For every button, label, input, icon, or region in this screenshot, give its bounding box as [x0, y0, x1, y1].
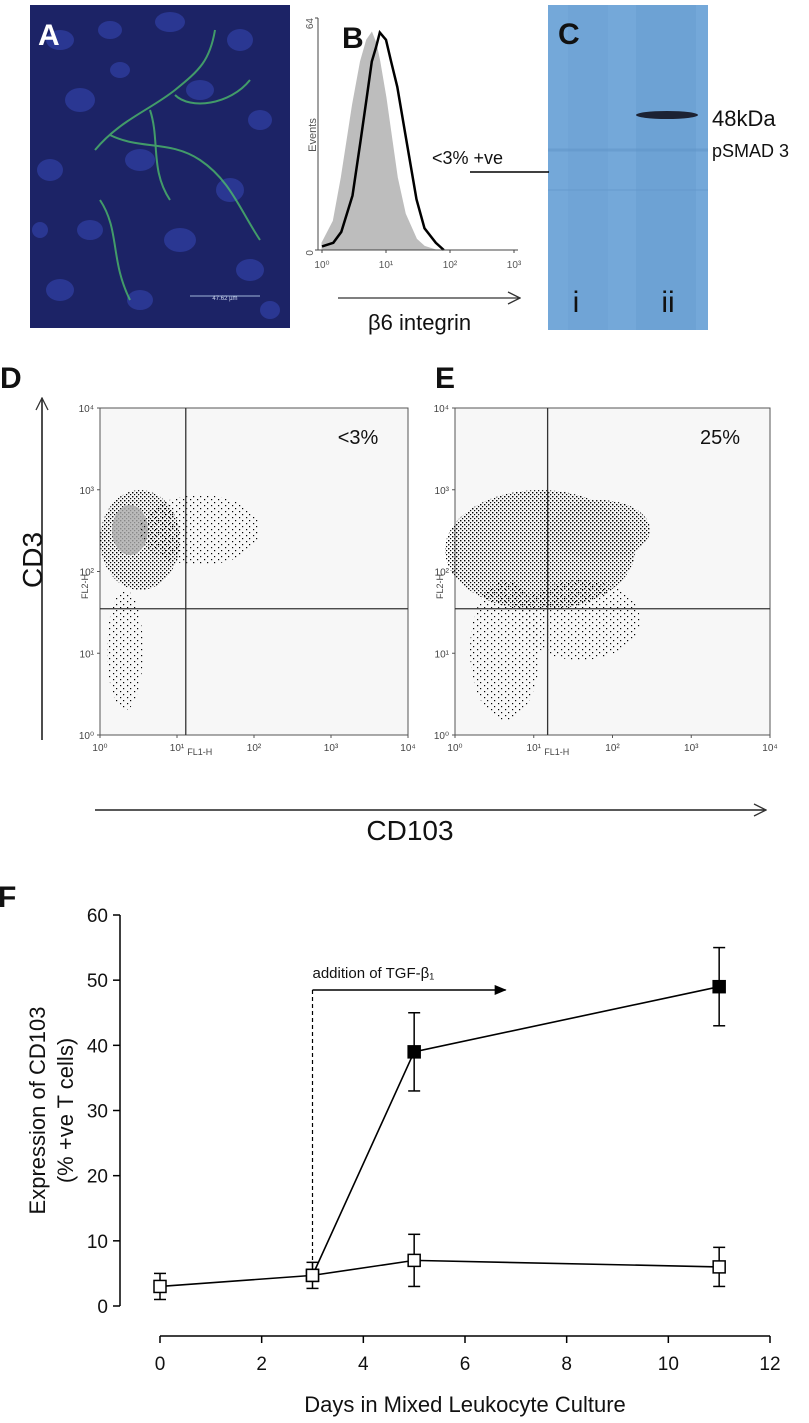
y-tick-label: 10²	[435, 568, 450, 579]
x-tick-label: 10³	[507, 260, 522, 271]
x-tick-label: 10¹	[527, 743, 542, 754]
y-axis-title: (% +ve T cells)	[53, 1038, 78, 1183]
x-axis-title: FL1-H	[187, 747, 212, 757]
panel-label: E	[435, 362, 455, 395]
y-tick-label: 10⁴	[434, 404, 449, 415]
panel-label: C	[558, 18, 580, 51]
y-axis-title: FL2-H	[435, 574, 445, 599]
x-tick-label: 4	[358, 1354, 369, 1375]
annotation: <3% +ve	[432, 148, 503, 168]
annotation: addition of TGF-β₁	[313, 965, 435, 982]
x-axis-title: Days in Mixed Leukocyte Culture	[304, 1392, 626, 1417]
lane-label: i	[573, 286, 580, 319]
x-axis-title: CD103	[366, 815, 453, 846]
histogram-area	[321, 31, 444, 251]
quadrant-percent: 25%	[700, 427, 740, 449]
y-tick-label: 10²	[80, 568, 95, 579]
y-tick-label: 60	[87, 906, 108, 927]
y-tick-label: 10¹	[80, 649, 95, 660]
scale-bar-label: 47.62 µm	[212, 296, 237, 302]
y-tick-label: 10	[87, 1232, 108, 1253]
y-tick-label: 10⁰	[79, 731, 94, 742]
data-point	[407, 1253, 421, 1268]
western-blot: C i ii 48kDa pSMAD 3	[548, 5, 789, 330]
x-tick-label: 10²	[605, 743, 620, 754]
y-tick-label: 10³	[435, 486, 450, 497]
x-tick-label: 10³	[684, 743, 699, 754]
y-tick-label: 30	[87, 1102, 108, 1123]
band-size: 48kDa	[712, 106, 776, 131]
x-axis-title: β6 integrin	[368, 310, 471, 335]
dot-cloud	[100, 490, 260, 710]
x-tick-label: 10⁴	[400, 743, 415, 754]
lane-label: ii	[661, 286, 674, 319]
x-tick-label: 10⁰	[92, 743, 107, 754]
series-line	[311, 985, 720, 1276]
x-tick-label: 10¹	[379, 260, 394, 271]
x-tick-label: 10⁴	[762, 743, 777, 754]
panel-label: B	[342, 22, 364, 55]
dot-cloud	[445, 490, 650, 720]
data-point	[305, 1268, 320, 1283]
panel-label: F	[0, 881, 16, 914]
y-tick-label: 10⁴	[79, 404, 94, 415]
x-tick-label: 10²	[247, 743, 262, 754]
x-tick-label: 0	[155, 1354, 166, 1375]
y-tick-label: 10⁰	[434, 731, 449, 742]
x-tick-label: 10¹	[170, 743, 185, 754]
protein-label: pSMAD 3	[712, 141, 789, 161]
y-axis-title: Expression of CD103	[25, 1007, 50, 1215]
y-tick-label: 0	[305, 250, 316, 256]
y-tick-label: 40	[87, 1036, 108, 1057]
panel-label: D	[0, 362, 22, 395]
y-axis-title: Events	[307, 118, 319, 152]
x-tick-label: 10²	[443, 260, 458, 271]
x-tick-label: 10	[658, 1354, 679, 1375]
y-axis-title: CD3	[17, 532, 48, 588]
y-tick-label: 10³	[80, 486, 95, 497]
data-point	[712, 979, 726, 994]
micrograph: 47.62 µm A	[30, 5, 290, 328]
y-tick-label: 0	[97, 1297, 108, 1318]
histogram-line	[321, 29, 445, 251]
x-tick-label: 10⁰	[447, 743, 462, 754]
x-axis-title: FL1-H	[544, 747, 569, 757]
y-tick-label: 50	[87, 971, 108, 992]
y-axis-title: FL2-H	[80, 574, 90, 599]
x-tick-label: 6	[460, 1354, 471, 1375]
series-line	[159, 1259, 720, 1288]
quadrant-percent: <3%	[338, 427, 379, 449]
x-tick-label: 8	[561, 1354, 572, 1375]
y-tick-label: 64	[305, 18, 316, 30]
y-tick-label: 10¹	[435, 649, 450, 660]
x-tick-label: 10⁰	[314, 260, 329, 271]
panel-label: A	[38, 19, 60, 52]
x-tick-label: 2	[256, 1354, 267, 1375]
data-point	[712, 1260, 726, 1274]
data-point	[153, 1279, 167, 1294]
x-tick-label: 10³	[324, 743, 339, 754]
data-point	[407, 1045, 421, 1059]
y-tick-label: 20	[87, 1167, 108, 1188]
x-tick-label: 12	[759, 1354, 780, 1375]
